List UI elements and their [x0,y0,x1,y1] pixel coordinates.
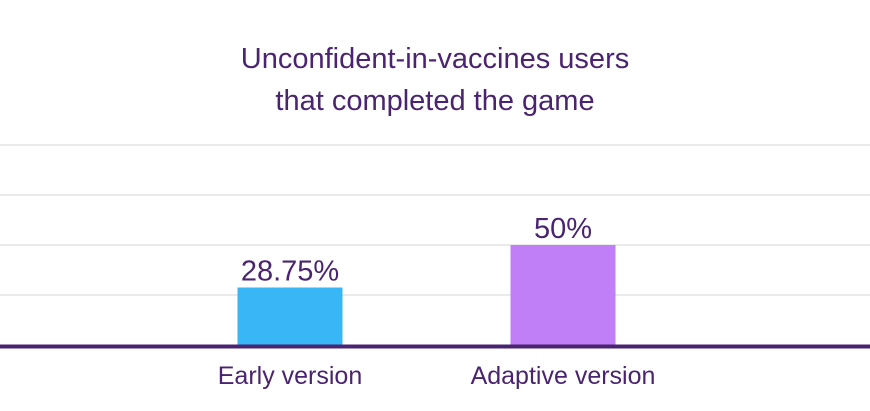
bar-1 [510,245,616,345]
value-label-0: 28.75% [241,256,339,288]
chart-title: Unconfident-in-vaccines users that compl… [0,38,870,122]
bar-0 [237,287,343,345]
category-label-0: Early version [218,362,363,390]
value-label-1: 50% [534,213,592,245]
chart-title-line-2: that completed the game [275,85,595,117]
chart-title-line-1: Unconfident-in-vaccines users [240,43,630,75]
category-label-1: Adaptive version [471,362,656,390]
